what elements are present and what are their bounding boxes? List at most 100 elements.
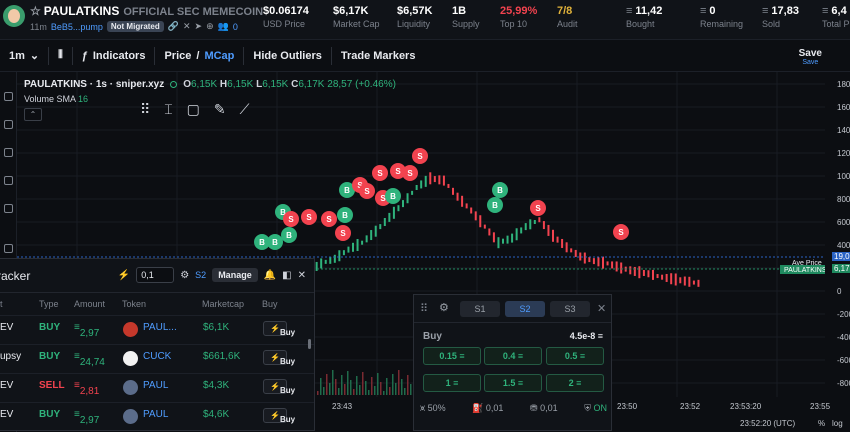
time-axis[interactable]: 23:43 23:50 23:52 23:53:20 23:55: [17, 398, 830, 412]
token-name[interactable]: PAUL: [143, 409, 169, 420]
buy-preset-button[interactable]: 0.15 ≡: [423, 347, 481, 365]
telegram-icon[interactable]: ➤: [194, 21, 203, 31]
candle: [688, 276, 691, 287]
quick-buy-amount-input[interactable]: 0,1: [136, 267, 175, 283]
volume-bar: [320, 378, 322, 395]
buy-preset-button[interactable]: 1.5 ≡: [484, 374, 542, 392]
y-tick-label: 800: [837, 195, 850, 204]
gear-icon[interactable]: ⚙: [439, 302, 449, 314]
row-buy-button[interactable]: ⚡ Buy: [263, 350, 295, 366]
wallet-name[interactable]: EV: [0, 409, 14, 420]
manage-button[interactable]: Manage: [212, 268, 258, 282]
tab-s2[interactable]: S2: [505, 301, 545, 317]
path-tool-icon[interactable]: ⟋: [239, 101, 250, 117]
text-icon[interactable]: [4, 204, 13, 213]
mev-protect[interactable]: ⛨ ON: [584, 403, 607, 413]
bell-icon[interactable]: 🔔: [263, 269, 277, 281]
close-icon[interactable]: ✕: [597, 303, 607, 315]
price-label: Price: [164, 49, 192, 62]
slash: /: [196, 49, 200, 62]
tracker-row[interactable]: EV BUY ≡ 2,97 PAUL $4,6K ⚡ Buy: [0, 402, 314, 431]
candle: [561, 238, 564, 248]
crosshair-icon[interactable]: [4, 92, 13, 101]
pen-tool-icon[interactable]: ✎: [213, 101, 226, 117]
priority-fee[interactable]: ⛽ 0,01: [472, 403, 504, 413]
scrollbar[interactable]: [308, 339, 311, 349]
volume-bar: [326, 374, 328, 395]
wallet-name[interactable]: upsy: [0, 351, 22, 362]
token-name[interactable]: CUCK: [143, 351, 172, 362]
buy-preset-button[interactable]: 0.5 ≡: [546, 347, 604, 365]
indicators-button[interactable]: ƒ Indicators: [73, 46, 156, 65]
token-name[interactable]: PAUL: [143, 380, 169, 391]
wallet-name[interactable]: EV: [0, 322, 14, 333]
trade-marker-label: B: [390, 192, 396, 201]
fib-icon[interactable]: [4, 148, 13, 157]
trade-markers-button[interactable]: Trade Markers: [332, 47, 425, 65]
candle: [647, 270, 650, 278]
y-tick-label: 400: [837, 241, 850, 250]
candle: [533, 220, 536, 224]
slippage[interactable]: ⩙ 50%: [420, 403, 446, 413]
tracker-row[interactable]: EV BUY ≡ 2,97 PAUL... $6,1K ⚡ Buy: [0, 315, 314, 344]
volume-bar: [347, 371, 349, 395]
gear-icon[interactable]: ⚙: [180, 269, 190, 281]
ruler-icon[interactable]: [4, 244, 13, 253]
volume-bar: [404, 388, 406, 395]
panel-layout-icon[interactable]: ◧: [282, 269, 292, 281]
interval-select[interactable]: 1m ⌄: [0, 46, 50, 65]
trade-marker-label: B: [286, 231, 292, 240]
buy-preset-button[interactable]: 1 ≡: [423, 374, 481, 392]
stat-value: ≡ 0: [700, 5, 716, 17]
trade-marker: [337, 207, 353, 223]
preset-s2-label[interactable]: S2: [195, 270, 207, 280]
brush-icon[interactable]: [4, 176, 13, 185]
token-address[interactable]: BeB5...pump: [50, 21, 103, 32]
percent-toggle[interactable]: %: [818, 419, 826, 428]
row-buy-button[interactable]: ⚡ Buy: [263, 379, 295, 395]
trade-marker: [281, 227, 297, 243]
globe-icon[interactable]: ⊕: [206, 21, 214, 31]
trade-marker: [492, 182, 508, 198]
close-icon[interactable]: ✕: [297, 269, 306, 281]
favorite-star-icon[interactable]: ☆: [30, 4, 41, 18]
token-avatar: [123, 322, 138, 337]
tracker-row[interactable]: EV SELL ≡ 2,81 PAUL $4,3K ⚡ Buy: [0, 373, 314, 402]
line-tool-icon[interactable]: ⌶: [164, 101, 173, 117]
drag-handle-icon[interactable]: ⠿: [140, 101, 151, 117]
token-marketcap: $4,6K: [203, 409, 230, 420]
save-button[interactable]: Save Save: [799, 48, 822, 66]
tab-s3[interactable]: S3: [550, 301, 590, 317]
drag-handle-icon[interactable]: ⠿: [420, 303, 429, 315]
trade-marker-label: S: [377, 169, 383, 178]
candle: [606, 261, 609, 266]
hide-outliers-button[interactable]: Hide Outliers: [244, 46, 332, 65]
trendline-icon[interactable]: [4, 120, 13, 129]
log-toggle[interactable]: log: [832, 419, 843, 428]
link-icon[interactable]: 🔗: [167, 21, 179, 31]
volume-bar: [401, 379, 403, 395]
wallet-name[interactable]: EV: [0, 380, 14, 391]
tab-s1[interactable]: S1: [460, 301, 500, 317]
x-icon[interactable]: ✕: [182, 21, 191, 31]
candle-type-button[interactable]: ⫴: [49, 46, 73, 65]
candle: [542, 221, 545, 230]
token-name[interactable]: PAUL...: [143, 322, 177, 333]
row-buy-button[interactable]: ⚡ Buy: [263, 408, 295, 424]
candle: [497, 237, 500, 249]
buy-preset-button[interactable]: 2 ≡: [546, 374, 604, 392]
stat-label: Total P: [822, 19, 850, 29]
rect-tool-icon[interactable]: ▢: [186, 101, 200, 117]
trade-marker: [254, 234, 270, 250]
tracker-row[interactable]: upsy BUY ≡ 24,74 CUCK $661,6K ⚡ Buy: [0, 344, 314, 373]
trade-amount: ≡ 24,74: [74, 351, 105, 368]
price-axis[interactable]: 180016001400120010008006004002000-200-40…: [825, 72, 850, 412]
buy-preset-button[interactable]: 0.4 ≡: [484, 347, 542, 365]
bribe-fee[interactable]: ⛃ 0,01: [530, 403, 558, 413]
collapse-legend-button[interactable]: ⌃: [24, 108, 42, 121]
candle: [597, 257, 600, 267]
price-mcap-toggle[interactable]: Price / MCap: [155, 46, 245, 65]
candle: [511, 233, 514, 243]
candle: [429, 172, 432, 185]
row-buy-button[interactable]: ⚡ Buy: [263, 321, 295, 337]
